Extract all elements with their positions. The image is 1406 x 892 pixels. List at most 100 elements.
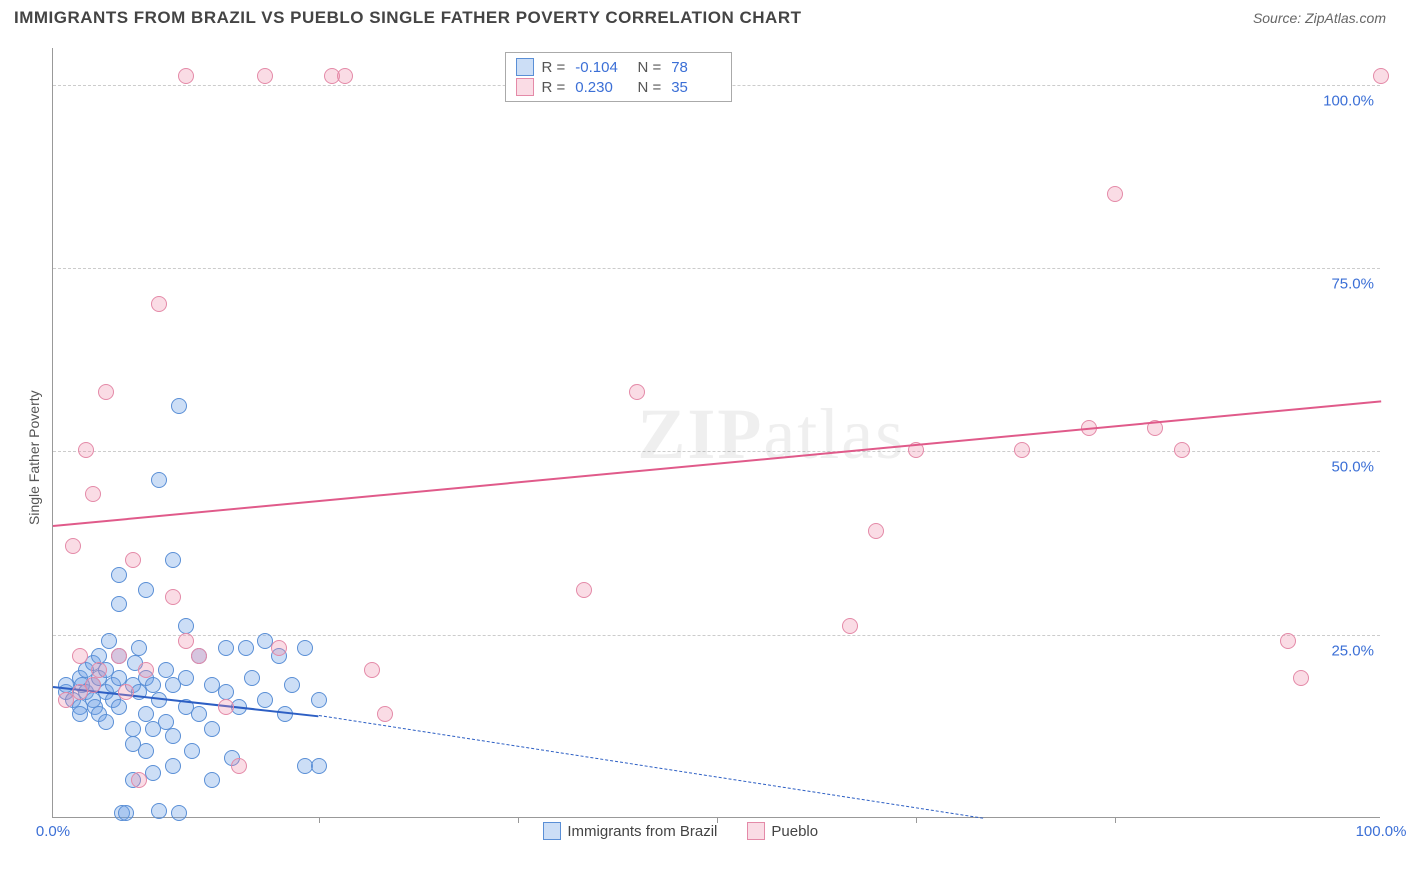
data-point — [244, 670, 260, 686]
y-tick-label: 25.0% — [1331, 642, 1374, 659]
data-point — [171, 805, 187, 821]
data-point — [165, 758, 181, 774]
data-point — [171, 398, 187, 414]
stat-n-value: 78 — [671, 59, 721, 76]
data-point — [576, 582, 592, 598]
data-point — [165, 589, 181, 605]
data-point — [158, 662, 174, 678]
legend-label: Pueblo — [771, 823, 818, 840]
data-point — [125, 721, 141, 737]
data-point — [1293, 670, 1309, 686]
y-tick-label: 75.0% — [1331, 276, 1374, 293]
data-point — [138, 743, 154, 759]
data-point — [284, 677, 300, 693]
data-point — [218, 640, 234, 656]
stat-label: N = — [633, 59, 661, 76]
data-point — [204, 721, 220, 737]
trend-line — [53, 400, 1381, 527]
data-point — [85, 677, 101, 693]
data-point — [91, 648, 107, 664]
data-point — [1014, 442, 1030, 458]
data-point — [98, 384, 114, 400]
data-point — [218, 684, 234, 700]
data-point — [868, 523, 884, 539]
data-point — [231, 758, 247, 774]
data-point — [72, 648, 88, 664]
data-point — [1174, 442, 1190, 458]
data-point — [1107, 186, 1123, 202]
data-point — [337, 68, 353, 84]
data-point — [101, 633, 117, 649]
legend-stats-row: R = -0.104 N = 78 — [516, 57, 722, 77]
data-point — [138, 706, 154, 722]
data-point — [191, 706, 207, 722]
data-point — [111, 699, 127, 715]
data-point — [204, 772, 220, 788]
data-point — [184, 743, 200, 759]
legend-swatch — [747, 822, 765, 840]
stat-r-value: 0.230 — [575, 79, 625, 96]
data-point — [842, 618, 858, 634]
data-point — [111, 648, 127, 664]
data-point — [158, 714, 174, 730]
data-point — [118, 684, 134, 700]
data-point — [311, 758, 327, 774]
data-point — [151, 296, 167, 312]
data-point — [111, 596, 127, 612]
legend-swatch — [516, 78, 534, 96]
data-point — [1373, 68, 1389, 84]
legend-stats-row: R =0.230 N =35 — [516, 77, 722, 97]
data-point — [257, 692, 273, 708]
data-point — [364, 662, 380, 678]
y-axis-label: Single Father Poverty — [26, 391, 42, 526]
trend-line — [319, 715, 983, 819]
data-point — [377, 706, 393, 722]
data-point — [238, 640, 254, 656]
y-tick-label: 50.0% — [1331, 459, 1374, 476]
data-point — [111, 567, 127, 583]
data-point — [191, 648, 207, 664]
data-point — [178, 633, 194, 649]
data-point — [257, 68, 273, 84]
plot-area: 25.0%50.0%75.0%100.0%0.0%100.0%ZIPatlasR… — [52, 48, 1380, 818]
data-point — [91, 662, 107, 678]
data-point — [131, 640, 147, 656]
x-tick-label: 100.0% — [1356, 823, 1406, 840]
stat-r-value: -0.104 — [575, 59, 625, 76]
data-point — [138, 662, 154, 678]
data-point — [151, 472, 167, 488]
gridline — [53, 635, 1380, 636]
x-tick-mark — [916, 817, 917, 823]
data-point — [1280, 633, 1296, 649]
data-point — [118, 805, 134, 821]
data-point — [151, 803, 167, 819]
data-point — [311, 692, 327, 708]
gridline — [53, 268, 1380, 269]
data-point — [125, 552, 141, 568]
data-point — [165, 728, 181, 744]
data-point — [72, 706, 88, 722]
legend-item: Immigrants from Brazil — [543, 822, 717, 840]
y-tick-label: 100.0% — [1323, 92, 1374, 109]
data-point — [178, 670, 194, 686]
source-credit: Source: ZipAtlas.com — [1253, 10, 1386, 26]
data-point — [178, 68, 194, 84]
legend-stats: R =-0.104 N =78R =0.230 N =35 — [505, 52, 733, 102]
stat-label: N = — [633, 79, 661, 96]
data-point — [78, 442, 94, 458]
legend-series: Immigrants from Brazil Pueblo — [543, 822, 818, 840]
stat-label: R = — [542, 79, 566, 96]
data-point — [98, 714, 114, 730]
data-point — [85, 486, 101, 502]
x-tick-label: 0.0% — [36, 823, 70, 840]
data-point — [271, 640, 287, 656]
watermark: ZIPatlas — [637, 393, 905, 476]
data-point — [178, 618, 194, 634]
correlation-chart: 25.0%50.0%75.0%100.0%0.0%100.0%ZIPatlasR… — [14, 38, 1392, 838]
data-point — [65, 538, 81, 554]
data-point — [131, 772, 147, 788]
stat-label: R = — [542, 59, 566, 76]
legend-swatch — [543, 822, 561, 840]
data-point — [218, 699, 234, 715]
x-tick-mark — [319, 817, 320, 823]
